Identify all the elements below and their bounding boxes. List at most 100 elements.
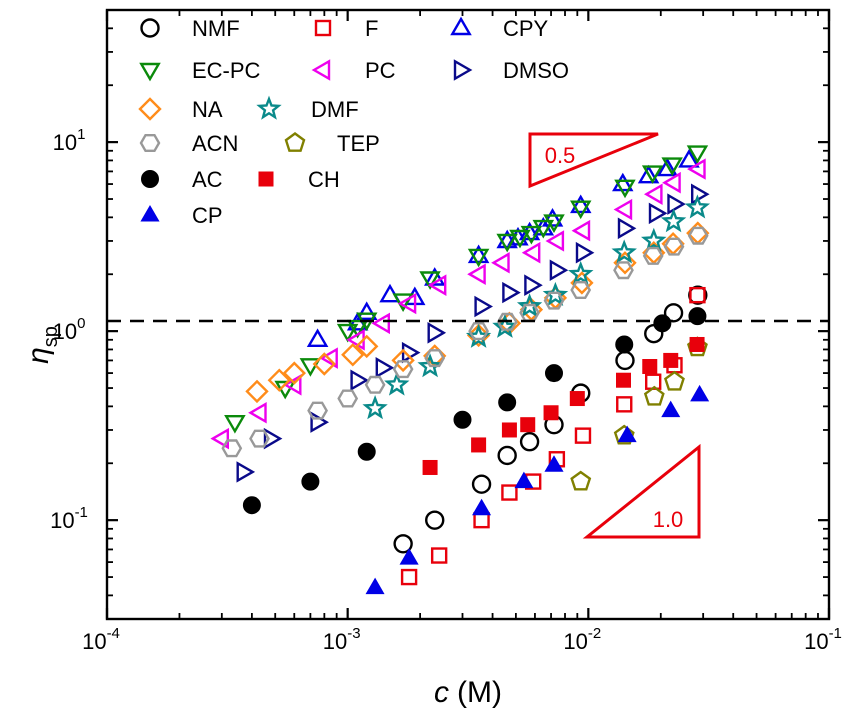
- legend-marker-ch: [258, 171, 274, 187]
- legend-item-ac: AC: [141, 167, 223, 192]
- data-point-na: [466, 323, 491, 348]
- series-acn: [221, 226, 709, 458]
- data-point-nmf: [471, 474, 492, 494]
- data-point-acn: [543, 291, 565, 310]
- y-axis-label: ηsp: [22, 326, 62, 364]
- data-point-acn: [364, 375, 386, 394]
- x-tick-base: 10: [563, 629, 587, 654]
- data-point-cp: [690, 384, 710, 402]
- data-point-ec-pc: [509, 229, 531, 249]
- y-tick-base: 10: [50, 508, 74, 533]
- x-tick-exponent: -2: [588, 625, 601, 642]
- series-pc: [210, 158, 706, 450]
- data-point-cpy: [656, 157, 679, 177]
- data-point-acn: [613, 261, 634, 280]
- legend-label: EC-PC: [192, 58, 261, 83]
- y-tick-label: 100: [53, 315, 86, 344]
- legend-label: PC: [365, 58, 396, 83]
- data-point-cpy: [306, 328, 329, 347]
- data-point-ec-pc: [570, 200, 592, 220]
- data-point-tep: [663, 370, 685, 391]
- data-point-cp: [617, 425, 637, 443]
- data-point-dmf: [641, 227, 667, 252]
- x-tick-base: 10: [804, 629, 828, 654]
- data-point-ec-pc: [467, 248, 490, 268]
- data-point-ec-pc: [496, 233, 518, 253]
- data-point-dmso: [236, 461, 256, 483]
- x-axis-label: c (M): [434, 676, 502, 709]
- data-point-acn: [307, 401, 328, 420]
- data-point-ch: [616, 372, 632, 388]
- x-tick-label: 10-3: [323, 625, 361, 654]
- data-point-ch: [663, 352, 679, 368]
- data-point-tep: [570, 470, 592, 491]
- axis-labels: ηsp c (M): [22, 326, 502, 709]
- legend-marker-na: [138, 97, 162, 121]
- data-point-dmso: [524, 274, 543, 296]
- y-tick-exponent: 1: [77, 126, 85, 143]
- data-point-cp: [399, 548, 419, 565]
- data-point-ch: [422, 459, 438, 475]
- data-point-pc: [545, 230, 565, 252]
- data-point-cp: [661, 400, 681, 418]
- data-point-dmso: [667, 193, 686, 215]
- data-point-dmf: [542, 281, 569, 307]
- plot-frame: [105, 8, 831, 621]
- legend-marker-pc: [311, 59, 331, 81]
- data-point-acn: [570, 281, 592, 299]
- data-point-nmf: [615, 350, 635, 371]
- data-point-acn: [642, 246, 664, 265]
- data-point-cp: [544, 455, 564, 472]
- data-point-pc: [319, 347, 338, 369]
- legend-item-pc: PC: [311, 58, 396, 83]
- annotations: 0.5 1.0: [107, 132, 829, 539]
- data-point-ec-pc: [336, 323, 359, 343]
- data-point-ac: [544, 364, 563, 383]
- data-point-cpy: [570, 194, 592, 214]
- data-point-ec-pc: [299, 358, 322, 377]
- data-point-na: [312, 352, 336, 376]
- data-point-acn: [392, 360, 414, 379]
- legend-label: CPY: [503, 16, 549, 41]
- data-point-pc: [521, 241, 541, 264]
- data-point-na: [245, 379, 269, 404]
- legend-label: CH: [308, 167, 340, 192]
- legend-marker-cp: [140, 205, 160, 222]
- legend-label: F: [365, 16, 378, 41]
- x-tick-exponent: -1: [829, 625, 842, 642]
- data-point-pc: [571, 219, 591, 242]
- data-point-nmf: [663, 303, 684, 323]
- data-point-ac: [653, 314, 672, 333]
- series-ec-pc: [224, 145, 709, 434]
- legend-marker-acn: [139, 133, 161, 153]
- data-point-dmf: [611, 239, 637, 264]
- data-point-acn: [468, 322, 489, 341]
- data-point-ac: [242, 496, 261, 515]
- data-point-dmso: [691, 183, 710, 205]
- series-ch: [422, 336, 705, 475]
- data-point-cpy: [467, 244, 490, 264]
- data-point-ec-pc: [346, 319, 369, 339]
- data-point-acn: [663, 237, 685, 256]
- data-point-pc: [643, 183, 663, 205]
- x-tick-base: 10: [82, 629, 106, 654]
- y-axis-subscript: sp: [40, 326, 62, 347]
- data-point-pc: [210, 427, 230, 450]
- data-point-dmso: [474, 295, 493, 318]
- y-tick-exponent: -1: [75, 504, 88, 521]
- data-point-dmf: [660, 208, 687, 233]
- legend-marker-ac: [141, 170, 159, 188]
- data-point-pc: [491, 252, 510, 274]
- legend-item-nmf: NMF: [140, 16, 240, 41]
- data-point-f: [689, 286, 706, 304]
- data-point-nmf: [519, 432, 540, 452]
- slope-label-1.0: 1.0: [653, 507, 684, 532]
- legend-label: TEP: [337, 131, 380, 156]
- y-tick-label: 101: [53, 126, 86, 155]
- legend-label: AC: [192, 167, 223, 192]
- legend-item-cp: CP: [140, 203, 223, 228]
- data-point-ec-pc: [419, 271, 441, 290]
- data-point-dmf: [516, 293, 543, 318]
- data-point-na: [391, 348, 415, 373]
- legend-marker-dmf: [256, 95, 282, 120]
